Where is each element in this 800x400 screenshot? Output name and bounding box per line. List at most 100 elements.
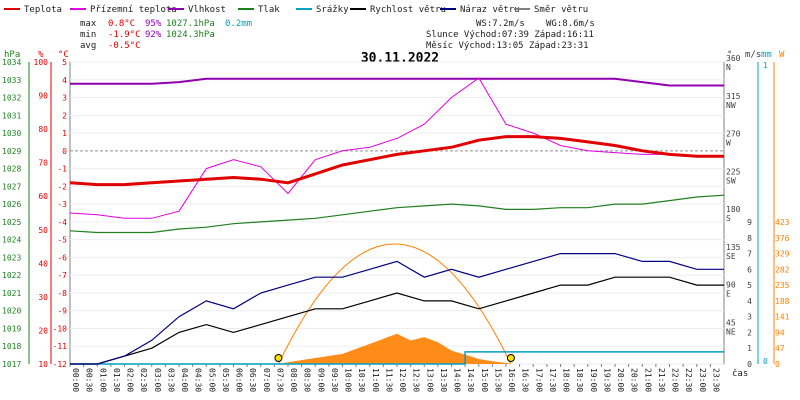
right-axes: 45NE90E135SE180S225SW270W315NW360N012345… [726,54,790,369]
radiation-tick-label: 94 [775,328,785,337]
pressure-tick-label: 1034 [2,58,21,67]
x-tick-label: 20:30 [630,368,639,392]
stats-block: max 0.8°C 95% 1027.1hPa 0.2mm min -1.9°C… [80,19,252,51]
x-tick-label: 21:30 [657,368,666,392]
unit-radiation: W [779,50,785,60]
ground-temperature-line [69,77,724,219]
x-tick-label: 15:30 [493,368,502,392]
direction-tick-label: 180 [726,205,741,214]
radiation-tick-label: 376 [775,234,790,243]
x-tick-label: 02:00 [126,368,135,392]
unit-direction: ° [727,50,732,60]
wind-tick-label: 8 [747,234,752,243]
x-tick-label: 01:30 [112,368,121,392]
stats-min-temp: -1.9°C [108,30,141,40]
wind-tick-label: 9 [747,218,752,227]
humidity-tick-label: 100 [34,58,49,67]
x-tick-label: 11:30 [384,368,393,392]
wind-tick-label: 1 [747,344,752,353]
legend-label: Přízemní teplota [90,5,177,15]
legend-item-7: Směr větru [514,5,588,15]
wind-tick-label: 3 [747,313,752,322]
info-ws: WS:7.2m/s [476,19,525,29]
x-tick-label: 08:00 [289,368,298,392]
temperature-tick-label: 2 [62,111,67,120]
humidity-tick-label: 50 [38,226,48,235]
direction-tick-compass: S [726,214,731,223]
x-tick-label: 07:30 [275,368,284,392]
temperature-tick-label: 0 [62,147,67,156]
pressure-tick-label: 1027 [2,182,21,191]
radiation-tick-label: 141 [775,313,790,322]
direction-tick-label: 45 [726,318,736,327]
pressure-tick-label: 1031 [2,111,21,120]
x-tick-label: 22:00 [671,368,680,392]
x-tick-label: 17:00 [534,368,543,392]
x-tick-label: 05:30 [221,368,230,392]
x-tick-label: 14:30 [466,368,475,392]
x-tick-label: 14:00 [453,368,462,392]
legend-item-0: Teplota [4,5,62,15]
x-axis: 00:00 00:30 01:00 01:30 02:00 02:30 03:00 03:30… [69,364,720,392]
legend-item-4: Srážky [296,5,349,15]
x-tick-label: 05:00 [207,368,216,392]
legend-item-5: Rychlost větru [350,5,446,15]
temperature-tick-label: -3 [57,200,67,209]
x-tick-label: 04:00 [180,368,189,392]
humidity-tick-label: 80 [38,125,48,134]
x-tick-label: 23:00 [698,368,707,392]
direction-tick-compass: NE [726,327,736,336]
direction-tick-label: 315 [726,92,741,101]
legend-item-6: Náraz větru [440,5,520,15]
left-axes: 1017101810191020102110221023102410251026… [2,58,67,369]
sunset-marker [506,354,515,362]
direction-tick-compass: W [726,139,731,148]
wind-tick-label: 5 [747,281,752,290]
humidity-tick-label: 30 [38,293,48,302]
x-tick-label: 09:30 [330,368,339,392]
x-tick-label: 22:30 [684,368,693,392]
radiation-area [278,333,512,364]
temperature-tick-label: -11 [53,342,68,351]
x-tick-label: 13:30 [439,368,448,392]
legend-label: Vlhkost [188,5,226,15]
chart-title: 30.11.2022 [361,51,439,66]
wind-gust-line [70,253,724,365]
stats-max-hum: 95% [145,19,162,29]
temperature-tick-label: -6 [57,253,67,262]
pressure-tick-label: 1026 [2,200,21,209]
stats-max-label: max [80,19,97,29]
temperature-tick-label: 3 [62,94,67,103]
humidity-tick-label: 40 [38,259,48,268]
temperature-tick-label: -12 [53,360,68,369]
radiation-tick-label: 235 [775,281,790,290]
x-tick-label: 10:00 [344,368,353,392]
temperature-tick-label: -8 [57,289,67,298]
radiation-tick-label: 329 [775,250,790,259]
legend-item-1: Přízemní teplota [70,5,177,15]
pressure-tick-label: 1021 [2,289,21,298]
pressure-tick-label: 1022 [2,271,21,280]
unit-pressure: hPa [4,50,20,60]
x-tick-label: 07:00 [262,368,271,392]
x-tick-label: 03:30 [166,368,175,392]
temperature-tick-label: -1 [57,165,67,174]
x-tick-label: 00:00 [71,368,80,392]
info-moon: Měsíc Východ:13:05 Západ:23:31 [426,41,589,51]
temperature-tick-label: 4 [62,76,67,85]
x-tick-label: 16:30 [521,368,530,392]
unit-temperature: °C [58,50,69,60]
x-tick-label: 00:30 [85,368,94,392]
rain-tick-label: 0 [763,357,768,366]
legend: Teplota Přízemní teplota Vlhkost Tlak Srážky… [4,5,588,15]
x-tick-label: 04:30 [194,368,203,392]
legend-item-3: Tlak [238,5,280,15]
x-tick-label: 10:30 [357,368,366,392]
wind-speed-line [70,276,724,365]
x-tick-label: 15:00 [480,368,489,392]
radiation-tick-label: 188 [775,297,790,306]
temperature-tick-label: 1 [62,129,67,138]
pressure-tick-label: 1025 [2,218,21,227]
temperature-tick-label: -10 [53,324,68,333]
